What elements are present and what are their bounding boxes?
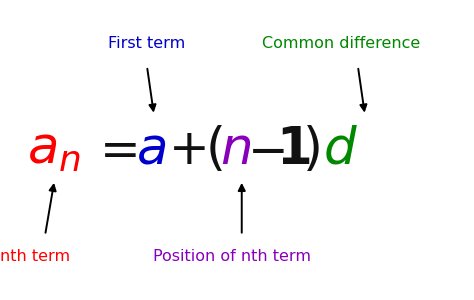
Text: $\mathbf{1}$: $\mathbf{1}$: [276, 125, 310, 175]
Text: $)$: $)$: [301, 125, 319, 175]
Text: First term: First term: [109, 36, 185, 51]
Text: Position of nth term: Position of nth term: [153, 249, 311, 264]
Text: $\mathit{a}$: $\mathit{a}$: [136, 125, 166, 175]
Text: $\mathit{a}_{n}$: $\mathit{a}_{n}$: [27, 125, 81, 175]
Text: Common difference: Common difference: [262, 36, 420, 51]
Text: $+$: $+$: [168, 126, 206, 174]
Text: $($: $($: [205, 125, 223, 175]
Text: $\mathit{d}$: $\mathit{d}$: [323, 125, 358, 175]
Text: $=$: $=$: [90, 126, 137, 174]
Text: nth term: nth term: [0, 249, 71, 264]
Text: $\mathit{n}$: $\mathit{n}$: [220, 125, 251, 175]
Text: $-$: $-$: [246, 126, 284, 174]
